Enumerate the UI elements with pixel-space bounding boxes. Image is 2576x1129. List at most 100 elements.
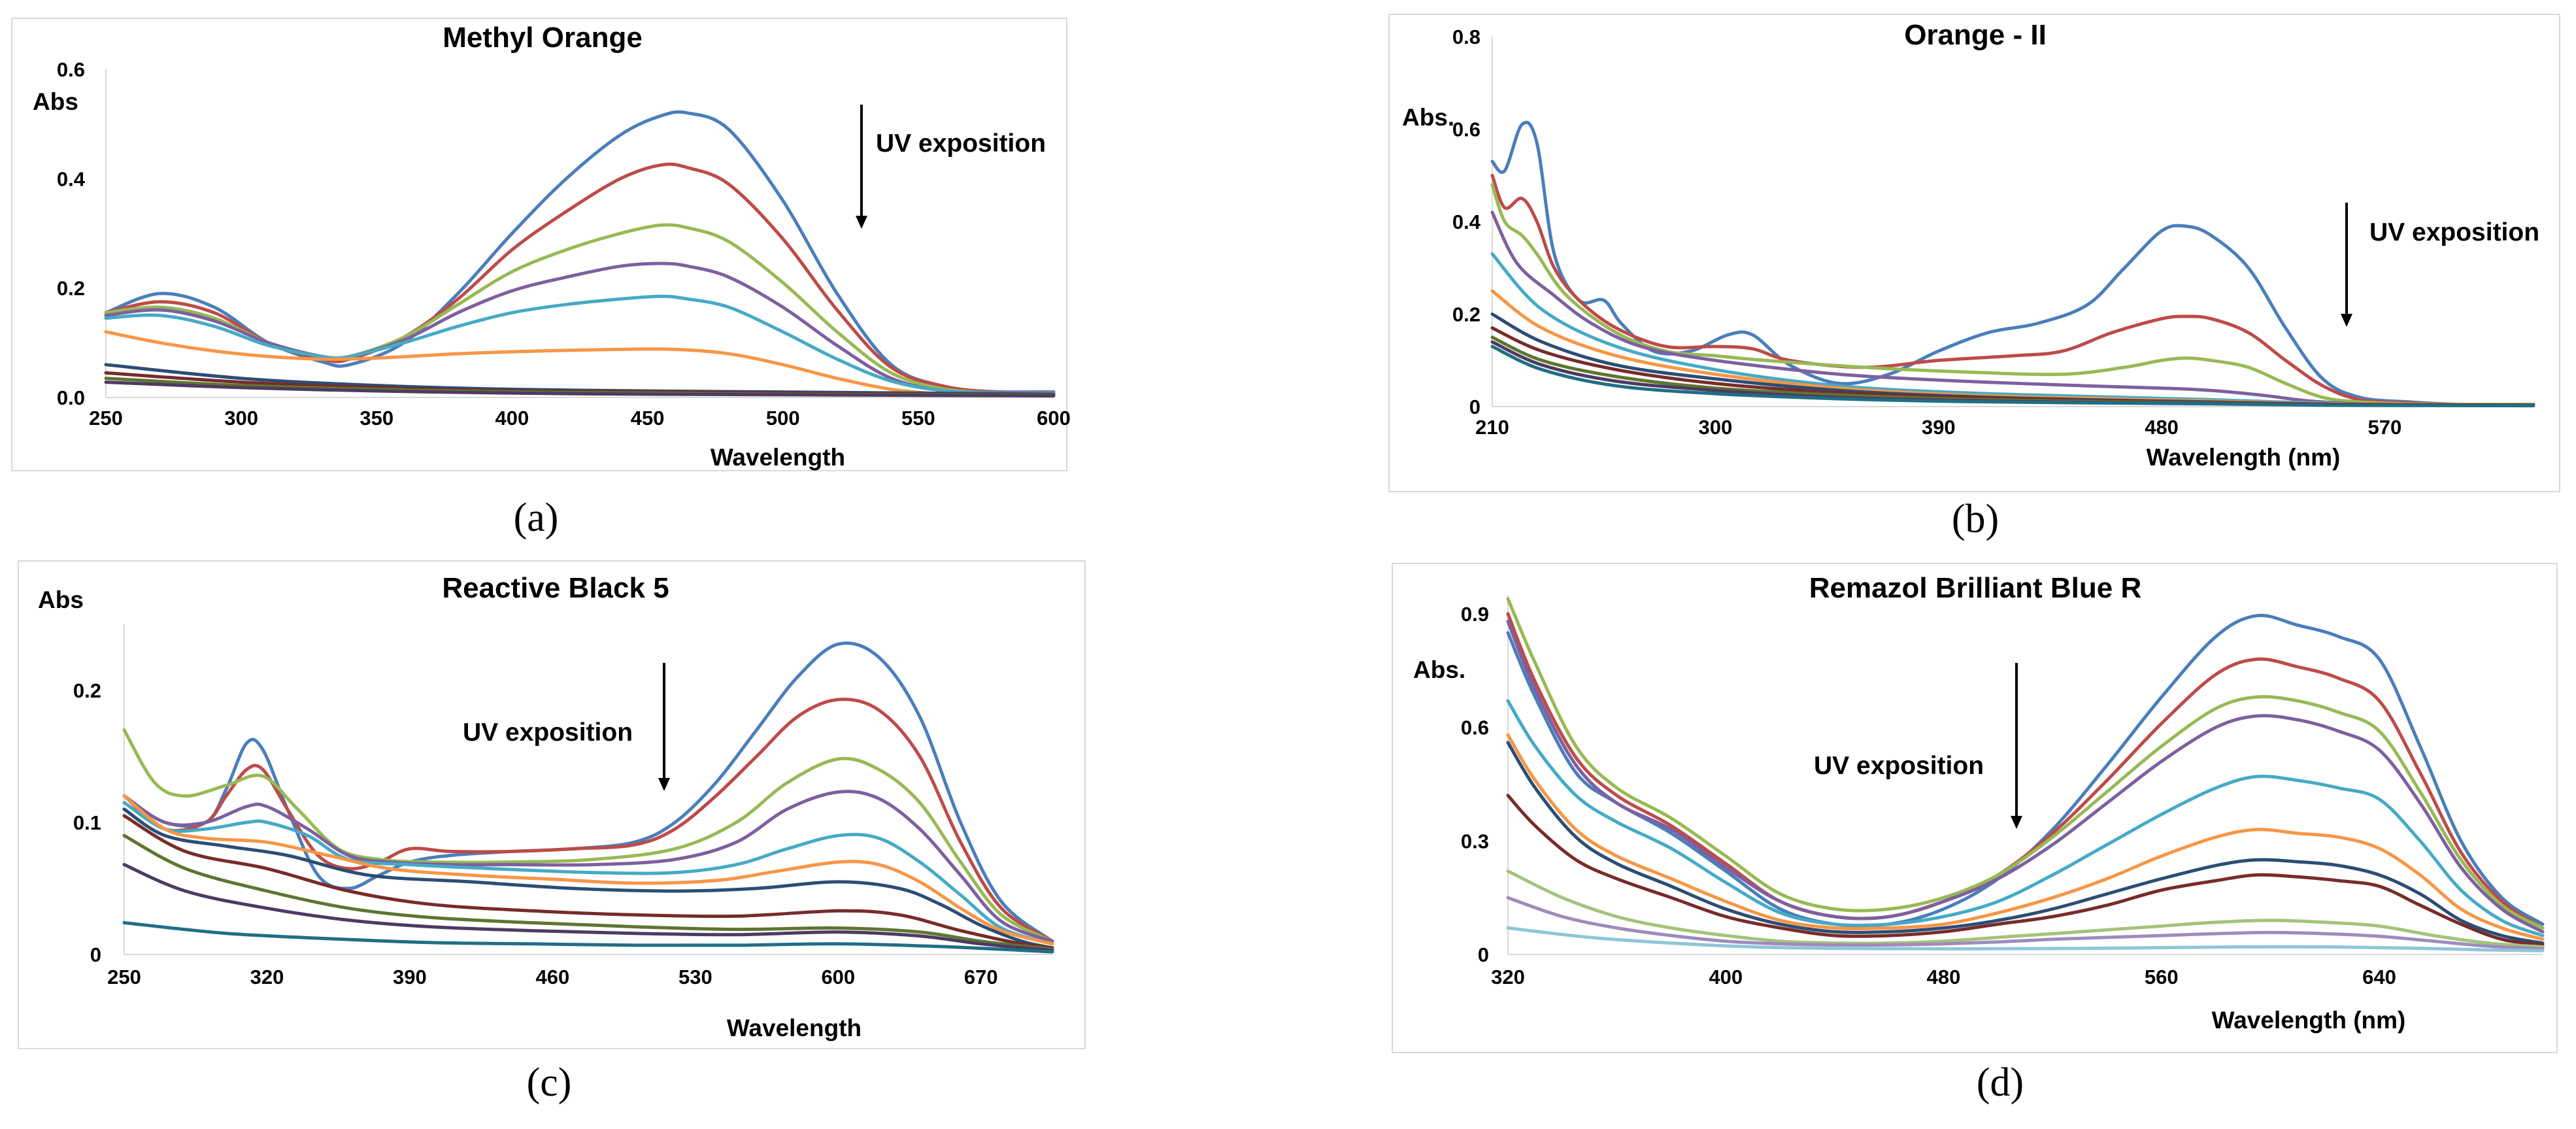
y-tick-label: 0.4 bbox=[57, 167, 86, 190]
series-line-0 bbox=[1506, 613, 2545, 928]
y-tick-label: 0.3 bbox=[1461, 830, 1489, 852]
series-line-7 bbox=[122, 814, 1054, 950]
y-tick-label: 0.2 bbox=[1452, 303, 1480, 326]
series-line-4 bbox=[122, 801, 1054, 946]
x-tick-label: 600 bbox=[1037, 407, 1071, 430]
chart-title: Remazol Brilliant Blue R bbox=[1809, 572, 2142, 604]
series-line-5 bbox=[104, 330, 1056, 397]
series-line-8 bbox=[122, 834, 1054, 951]
panel-caption: (d) bbox=[1977, 1060, 2024, 1105]
x-tick-label: 560 bbox=[2145, 966, 2179, 988]
x-tick-label: 670 bbox=[964, 966, 998, 988]
chart-panel-1: Orange - II Abs. Wavelength (nm) 0 0.2 0.4 0.6… bbox=[1388, 14, 2560, 541]
x-tick-label: 400 bbox=[495, 407, 529, 430]
x-tick-label: 550 bbox=[901, 407, 935, 430]
x-tick-label: 500 bbox=[766, 407, 800, 430]
series-line-6 bbox=[1506, 741, 2545, 945]
x-tick-label: 570 bbox=[2368, 416, 2402, 439]
series-line-3 bbox=[104, 261, 1056, 394]
y-tick-label: 0.0 bbox=[57, 386, 85, 409]
series-line-5 bbox=[1506, 733, 2545, 941]
x-tick-label: 480 bbox=[2145, 416, 2179, 439]
y-tick-label: 0.6 bbox=[1452, 118, 1480, 141]
series-line-3 bbox=[1506, 620, 2545, 934]
uv-exposition-label: UV exposition bbox=[463, 718, 633, 747]
y-tick-label: 0.4 bbox=[1452, 211, 1481, 233]
series-line-2 bbox=[1490, 182, 2535, 407]
series-line-4 bbox=[1506, 699, 2545, 937]
y-tick-label: 0.6 bbox=[57, 58, 85, 81]
x-tick-label: 600 bbox=[821, 966, 855, 988]
x-tick-label: 350 bbox=[360, 407, 393, 430]
series-line-1 bbox=[1506, 612, 2545, 930]
y-tick-label: 0 bbox=[1478, 943, 1489, 966]
chart-panel-2: Reactive Black 5 Abs Wavelength 0 0.1 0.2 250 3… bbox=[18, 560, 1086, 1105]
panel-caption: (a) bbox=[514, 496, 559, 540]
y-tick-label: 0.8 bbox=[1452, 25, 1480, 48]
y-tick-label: 0.2 bbox=[57, 277, 85, 300]
down-arrow-icon bbox=[2341, 314, 2352, 327]
x-tick-label: 390 bbox=[393, 966, 427, 988]
x-tick-label: 320 bbox=[1491, 966, 1525, 988]
x-axis-label: Wavelength bbox=[727, 1015, 861, 1041]
uv-exposition-label: UV exposition bbox=[2369, 218, 2539, 246]
panel-caption: (c) bbox=[527, 1060, 572, 1105]
x-axis-label: Wavelength (nm) bbox=[2212, 1007, 2406, 1034]
series-line-3 bbox=[122, 790, 1054, 943]
x-tick-label: 480 bbox=[1927, 966, 1961, 988]
chart-frame bbox=[18, 560, 1086, 1049]
series-line-10 bbox=[1506, 926, 2545, 952]
x-tick-label: 460 bbox=[536, 966, 570, 988]
x-axis-label: Wavelength bbox=[711, 444, 845, 471]
x-tick-label: 450 bbox=[631, 407, 665, 430]
x-tick-label: 390 bbox=[1922, 416, 1956, 439]
x-tick-label: 300 bbox=[224, 407, 258, 430]
chart-title: Orange - II bbox=[1904, 19, 2047, 51]
x-tick-label: 400 bbox=[1709, 966, 1743, 988]
panel-caption: (b) bbox=[1952, 497, 1999, 541]
chart-frame bbox=[11, 18, 1067, 471]
x-tick-label: 210 bbox=[1475, 416, 1509, 439]
y-tick-label: 0 bbox=[1469, 396, 1480, 418]
series-line-2 bbox=[1506, 597, 2545, 930]
series-line-9 bbox=[104, 380, 1056, 397]
x-tick-label: 250 bbox=[107, 966, 141, 988]
down-arrow-icon bbox=[856, 216, 867, 229]
y-axis-label: Abs. bbox=[1413, 656, 1465, 683]
series-line-7 bbox=[1506, 794, 2545, 947]
down-arrow-icon bbox=[2011, 816, 2022, 829]
series-line-4 bbox=[104, 294, 1056, 396]
x-tick-label: 320 bbox=[250, 966, 284, 988]
series-line-9 bbox=[122, 863, 1054, 952]
x-tick-label: 530 bbox=[678, 966, 712, 988]
y-tick-label: 0.1 bbox=[73, 811, 101, 834]
y-axis-label: Abs. bbox=[1402, 104, 1454, 131]
uv-exposition-label: UV exposition bbox=[1814, 752, 1984, 780]
series-line-9 bbox=[1506, 896, 2545, 951]
x-axis-label: Wavelength (nm) bbox=[2147, 444, 2341, 471]
series-line-8 bbox=[1506, 869, 2545, 949]
down-arrow-icon bbox=[658, 778, 670, 791]
y-tick-label: 0.9 bbox=[1461, 603, 1489, 626]
series-line-2 bbox=[122, 728, 1054, 943]
series-line-5 bbox=[122, 794, 1054, 946]
series-line-10 bbox=[1490, 345, 2535, 408]
series-line-10 bbox=[122, 921, 1054, 954]
x-tick-label: 250 bbox=[89, 407, 123, 430]
chart-title: Methyl Orange bbox=[443, 22, 643, 54]
y-tick-label: 0 bbox=[90, 943, 101, 966]
y-axis-label: Abs bbox=[38, 586, 84, 613]
chart-panel-3: Remazol Brilliant Blue R Abs. Wavelength (… bbox=[1392, 563, 2558, 1105]
uv-exposition-label: UV exposition bbox=[876, 129, 1046, 158]
y-axis-label: Abs bbox=[33, 88, 78, 115]
chart-title: Reactive Black 5 bbox=[442, 572, 669, 604]
chart-frame bbox=[1388, 14, 2560, 492]
series-line-1 bbox=[122, 698, 1054, 943]
x-tick-label: 640 bbox=[2362, 966, 2396, 988]
series-line-6 bbox=[122, 807, 1054, 950]
x-tick-label: 300 bbox=[1698, 416, 1732, 439]
y-tick-label: 0.6 bbox=[1461, 716, 1489, 739]
chart-panel-0: Methyl Orange Abs Wavelength 0.0 0.2 0.4 0.6 25… bbox=[11, 18, 1071, 540]
y-tick-label: 0.2 bbox=[73, 679, 101, 702]
